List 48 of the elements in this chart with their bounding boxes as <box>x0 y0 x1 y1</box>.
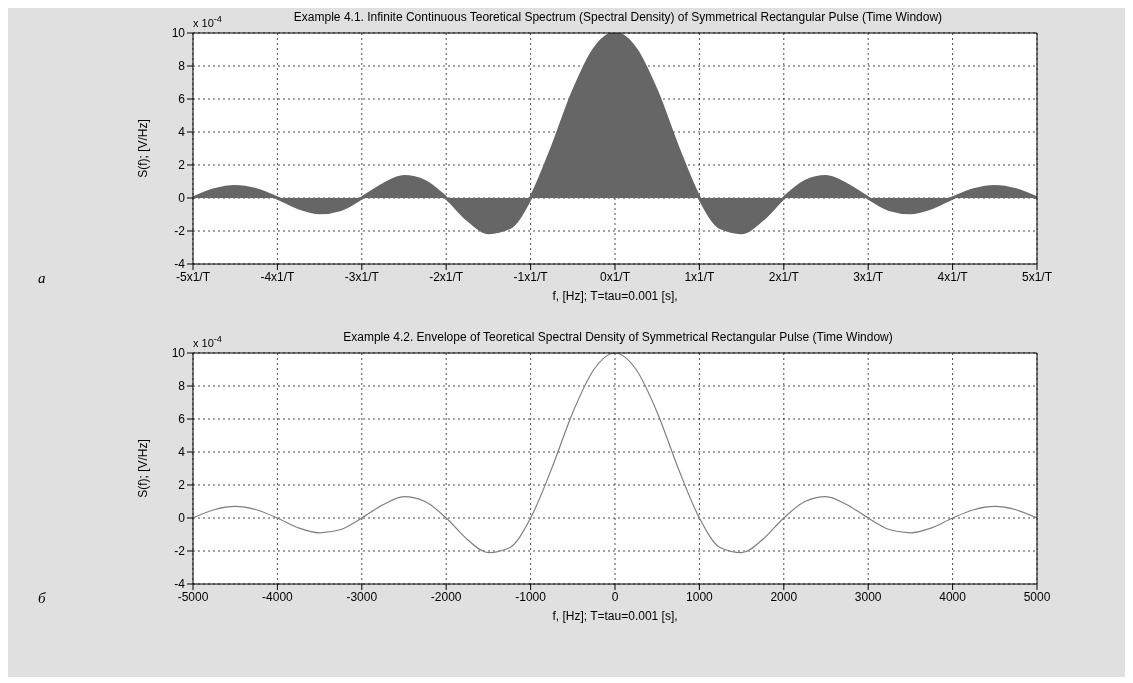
y-tick-label: 4 <box>178 125 186 140</box>
y-tick-label: 8 <box>178 59 186 74</box>
text: б <box>38 590 46 607</box>
text: x 10$^{-4}$ <box>193 14 222 29</box>
x-axis-title: f, [Hz]; T=tau=0.001 [s], <box>552 609 678 623</box>
x-axis-title: f, [Hz]; T=tau=0.001 [s], <box>552 289 678 303</box>
x-tick-label: -4000 <box>262 589 294 604</box>
y-tick-label: 8 <box>178 379 186 394</box>
x-tick-label: 3x1/T <box>853 269 884 284</box>
y-tick-label: 4 <box>178 445 186 460</box>
y-axis-title: S(f); [V/Hz] <box>136 439 151 498</box>
x-tick-label: 4000 <box>939 589 967 604</box>
x-tick-label: -1000 <box>515 589 547 604</box>
y-tick-label: -4 <box>174 257 186 272</box>
x-tick-label: -5000 <box>177 589 209 604</box>
x-tick-label: 5x1/T <box>1021 269 1053 284</box>
x-tick-label: -1x1/T <box>513 269 549 284</box>
x-tick-label: 5000 <box>1023 589 1051 604</box>
x-tick-label: -3000 <box>346 589 378 604</box>
chart-title: Example 4.2. Envelope of Teoretical Spectral Density of Symmetrical Rectangular Pulse (Time Window) <box>343 330 893 344</box>
chart-title: Example 4.1. Infinite Continuous Teoretical Spectrum (Spectral Density) of Symmetrical Rectangular Pulse (Time Window) <box>293 10 943 24</box>
y-tick-label: 0 <box>178 511 186 526</box>
x-tick-label: 1000 <box>686 589 714 604</box>
y-tick-label: 0 <box>178 191 186 206</box>
text: x 10$^{-4}$ <box>193 334 222 349</box>
y-tick-label: 6 <box>178 92 186 107</box>
y-tick-label: 10 <box>171 346 186 361</box>
y-tick-label: 6 <box>178 412 186 427</box>
x-tick-label: 2000 <box>770 589 798 604</box>
x-tick-label: 4x1/T <box>937 269 969 284</box>
y-tick-label: 2 <box>178 158 186 173</box>
x-tick-label: 1x1/T <box>684 269 716 284</box>
x-tick-label: -5x1/T <box>175 269 211 284</box>
y-tick-label: -2 <box>174 224 186 239</box>
x-tick-label: -2000 <box>430 589 462 604</box>
text: а <box>38 270 46 287</box>
x-tick-label: -3x1/T <box>344 269 380 284</box>
x-tick-label: 0x1/T <box>599 269 631 284</box>
x-tick-label: 2x1/T <box>768 269 800 284</box>
y-tick-label: -4 <box>174 577 186 592</box>
y-axis-title: S(f); [V/Hz] <box>136 119 151 178</box>
y-tick-label: 10 <box>171 26 186 41</box>
y-tick-label: -2 <box>174 544 186 559</box>
x-tick-label: 3000 <box>854 589 882 604</box>
y-tick-label: 2 <box>178 478 186 493</box>
x-tick-label: -2x1/T <box>429 269 464 284</box>
x-tick-label: -4x1/T <box>260 269 296 284</box>
x-tick-label: 0 <box>611 589 619 604</box>
